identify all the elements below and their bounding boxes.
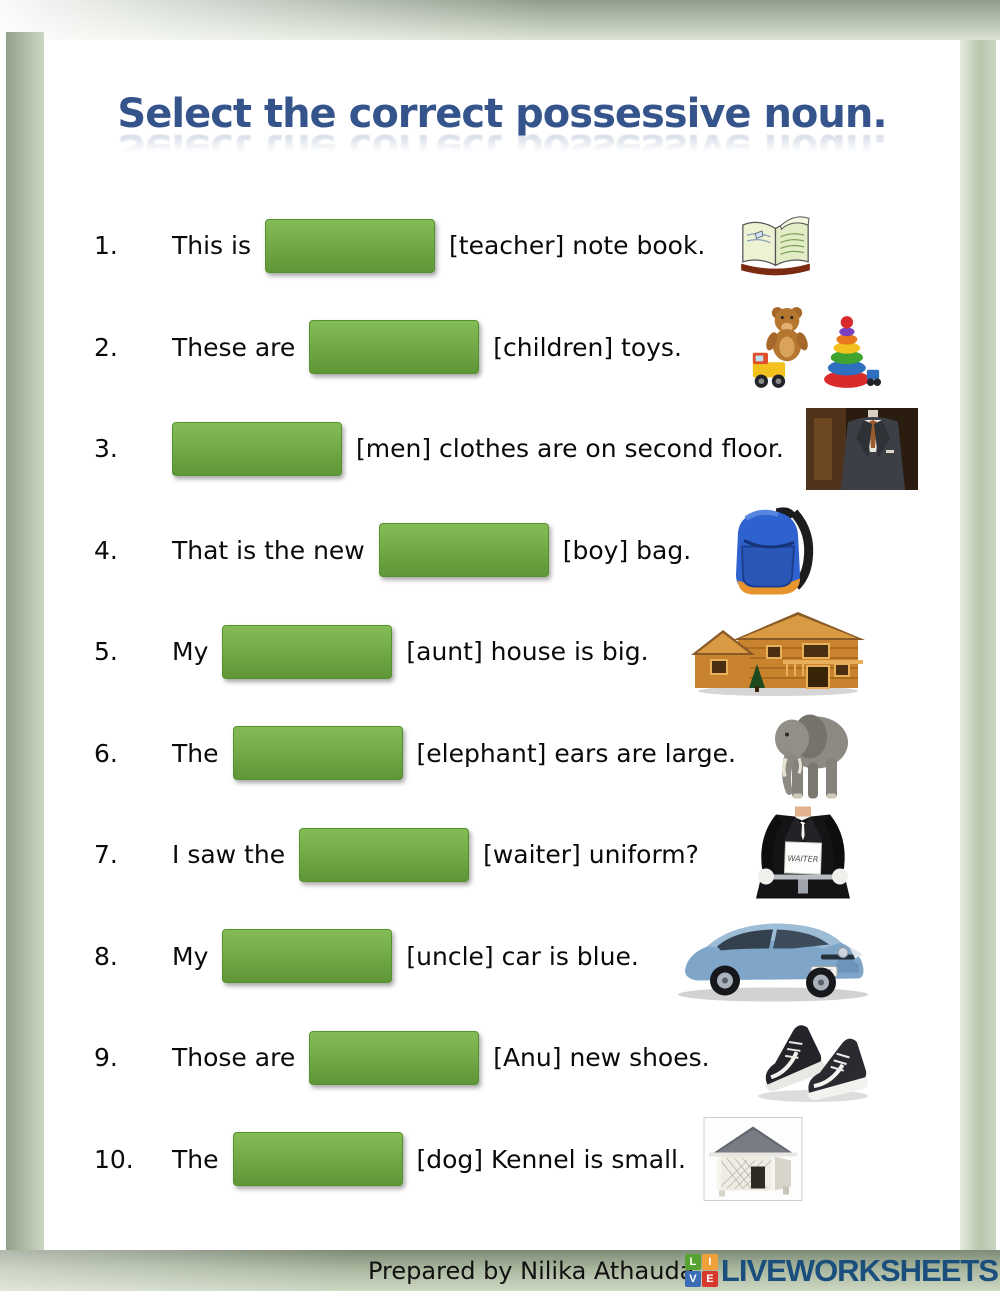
question-post-text: [uncle] car is blue. [406, 941, 639, 971]
question-pre-text: Those are [172, 1043, 296, 1073]
page-title-reflection: Select the correct possessive noun. [117, 125, 887, 171]
top-border-band [0, 0, 1000, 40]
question-number: 6. [94, 738, 118, 768]
question-pre-text: This is [172, 231, 252, 261]
answer-select-1[interactable] [265, 218, 436, 273]
liveworksheets-logo-icon: L I V E [684, 1254, 718, 1287]
question-number: 4. [94, 535, 118, 565]
question-pre-text: That is the new [172, 535, 365, 565]
liveworksheets-logo[interactable]: L I V E LIVEWORKSHEETS [684, 1252, 999, 1289]
right-border-bar [960, 40, 996, 1250]
question-pre-text: The [172, 1144, 219, 1174]
logo-letter-i: I [701, 1254, 718, 1270]
sneakers-image [753, 1012, 873, 1104]
question-post-text: [aunt] house is big. [406, 637, 649, 667]
question-row-10: 10. The [dog] Kennel is small. [44, 1109, 960, 1211]
answer-select-5[interactable] [222, 624, 393, 679]
question-post-text: [Anu] new shoes. [493, 1043, 710, 1073]
question-post-text: [men] clothes are on second floor. [356, 434, 784, 464]
left-border-bar [6, 32, 44, 1250]
question-pre-text: The [172, 738, 219, 768]
answer-select-10[interactable] [232, 1132, 403, 1187]
wooden-house-image [683, 608, 873, 696]
question-number: 5. [94, 637, 118, 667]
question-row-5: 5. My [aunt] house is big. [44, 601, 960, 703]
waiter-image: WAITER [738, 806, 868, 903]
mens-suit-image [806, 407, 918, 490]
question-post-text: [children] toys. [493, 332, 682, 362]
title-block: Select the correct possessive noun. Sele… [44, 91, 960, 171]
logo-letter-v: V [684, 1271, 701, 1287]
question-pre-text: These are [172, 332, 296, 362]
question-row-8: 8. My [uncle] car is blue. [44, 906, 960, 1008]
answer-select-2[interactable] [309, 320, 480, 375]
answer-select-6[interactable] [232, 726, 403, 781]
question-number: 8. [94, 941, 118, 971]
question-row-9: 9. Those are [Anu] new shoes. [44, 1007, 960, 1109]
question-row-6: 6. The [elephant] ears are large. [44, 703, 960, 805]
answer-select-3[interactable] [172, 421, 342, 476]
question-number: 9. [94, 1043, 118, 1073]
question-row-2: 2. These are [children] toys. [44, 297, 960, 399]
question-post-text: [boy] bag. [562, 535, 692, 565]
worksheet-page: Select the correct possessive noun. Sele… [44, 40, 960, 1250]
prepared-by-text: Prepared by Nilika Athauda [368, 1256, 695, 1285]
question-number: 3. [94, 434, 118, 464]
answer-select-9[interactable] [309, 1030, 480, 1085]
logo-letter-l: L [684, 1254, 701, 1270]
question-pre-text: I saw the [172, 840, 286, 870]
question-row-7: 7. I saw the [waiter] uniform? [44, 804, 960, 906]
question-post-text: [waiter] uniform? [483, 840, 699, 870]
question-number: 2. [94, 332, 118, 362]
question-number: 10. [94, 1144, 134, 1174]
blue-car-image: Golf [673, 909, 873, 1004]
question-row-4: 4. That is the new [boy] bag. [44, 500, 960, 602]
question-list: 1. This is [teacher] note book. [44, 195, 960, 1210]
elephant-image [766, 701, 853, 806]
dog-kennel-image [703, 1117, 803, 1202]
liveworksheets-wordmark: LIVEWORKSHEETS [720, 1252, 999, 1288]
page-title: Select the correct possessive noun. [117, 91, 887, 137]
question-post-text: [dog] Kennel is small. [416, 1144, 686, 1174]
toys-image [748, 300, 883, 395]
question-post-text: [teacher] note book. [449, 231, 706, 261]
waiter-sign-text: WAITER [787, 854, 818, 864]
answer-select-8[interactable] [222, 929, 393, 984]
open-book-image [733, 215, 818, 277]
question-row-1: 1. This is [teacher] note book. [44, 195, 960, 297]
question-post-text: [elephant] ears are large. [416, 738, 736, 768]
answer-select-4[interactable] [378, 523, 549, 578]
footer-band: Prepared by Nilika Athauda L I V E LIVEW… [0, 1250, 1000, 1291]
question-pre-text: My [172, 637, 209, 667]
logo-letter-e: E [701, 1271, 718, 1287]
backpack-image [716, 503, 828, 598]
question-row-3: 3. [men] clothes are on second floor. [44, 398, 960, 500]
question-number: 7. [94, 840, 118, 870]
answer-select-7[interactable] [299, 827, 470, 882]
question-number: 1. [94, 231, 118, 261]
question-pre-text: My [172, 941, 209, 971]
